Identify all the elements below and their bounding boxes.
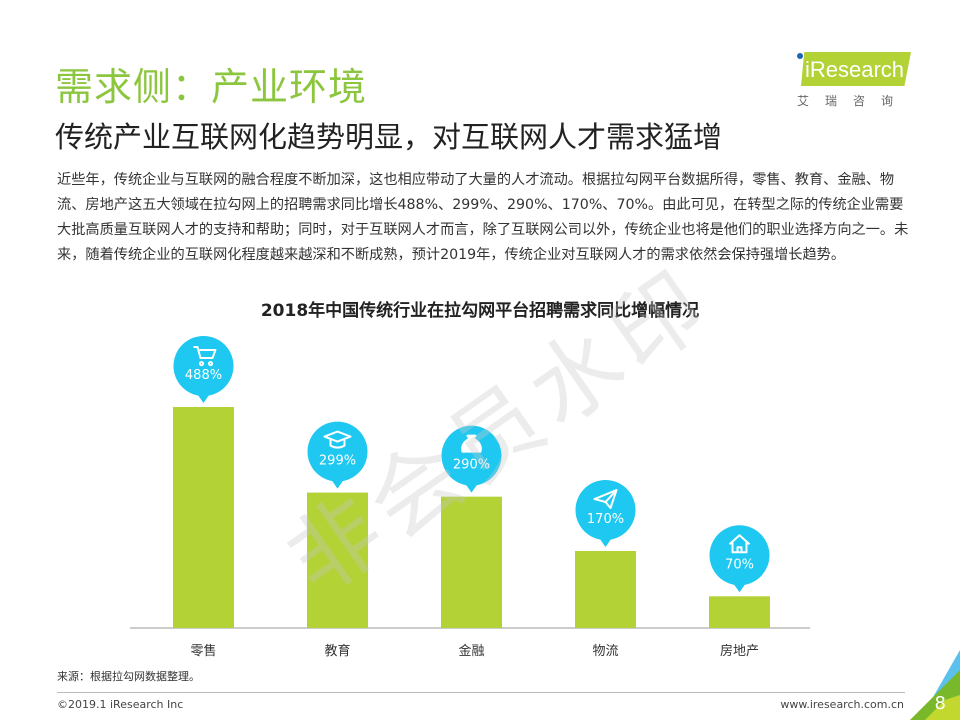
data-label: 488%	[185, 368, 222, 383]
shopping-cart-icon	[193, 346, 217, 367]
value-bubble: 299%	[307, 421, 368, 489]
description-paragraph: 近些年，传统企业与互联网的融合程度不断加深，这也相应带动了大量的人才流动。根据拉…	[57, 172, 909, 263]
bar-房地产	[709, 596, 770, 628]
website-link[interactable]: www.iresearch.com.cn	[780, 698, 904, 711]
iresearch-logo: iResearch 艾瑞咨询	[793, 50, 915, 108]
page-subtitle: 传统产业互联网化趋势明显，对互联网人才需求猛增	[55, 120, 723, 154]
category-label: 零售	[190, 643, 216, 659]
paper-plane-icon	[593, 489, 618, 510]
value-bubble: 488%	[173, 336, 234, 403]
page-title: 需求侧：产业环境	[55, 65, 368, 109]
corner-decoration	[910, 650, 960, 720]
data-label: 70%	[725, 557, 754, 572]
chart-title: 2018年中国传统行业在拉勾网平台招聘需求同比增幅情况	[260, 301, 700, 321]
category-label: 房地产	[720, 643, 759, 659]
category-label: 教育	[324, 643, 350, 659]
page-number: 8	[934, 693, 946, 714]
bar-金融	[441, 496, 502, 628]
category-label: 物流	[592, 644, 618, 659]
data-label: 170%	[587, 512, 624, 527]
footer-divider	[57, 692, 905, 693]
bar-零售	[173, 407, 234, 628]
value-bubble: 170%	[575, 480, 636, 548]
copyright: ©2019.1 iResearch Inc	[57, 698, 184, 711]
graduation-cap-icon	[323, 430, 352, 449]
category-label: 金融	[458, 643, 484, 659]
data-label: 290%	[453, 458, 490, 473]
bar-教育	[307, 492, 368, 628]
house-icon	[728, 534, 751, 554]
data-label: 299%	[319, 454, 356, 469]
value-bubble: 290%	[441, 425, 502, 493]
value-bubble: 70%	[709, 525, 770, 593]
money-bag-icon	[461, 434, 482, 453]
bar-物流	[575, 551, 636, 628]
source-note: 来源：根据拉勾网数据整理。	[57, 670, 200, 683]
